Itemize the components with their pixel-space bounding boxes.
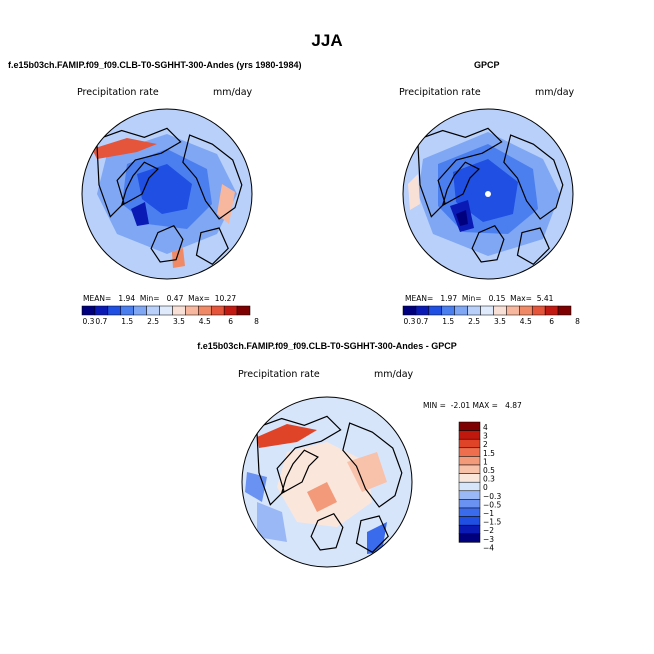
colorbar-tick-label: 0.7 (416, 317, 428, 326)
colorbar-cell (458, 430, 481, 440)
colorbar-tick-label: 8 (575, 317, 580, 326)
coastline (280, 449, 319, 495)
colorbar-tick-label: 8 (254, 317, 259, 326)
colorbar-tick-label: 0.7 (95, 317, 107, 326)
colorbar-cell (458, 499, 481, 509)
colorbar-tick-label: −2 (483, 526, 494, 535)
colorbar-tick-label: 1 (483, 457, 488, 466)
colorbar-cell (458, 438, 481, 449)
colorbar-tick-label: 4 (483, 423, 488, 432)
colorbar-tick-label: 3.5 (494, 317, 506, 326)
panel1-stats: MEAN= 1.94 Min= 0.47 Max= 10.27 (83, 294, 237, 303)
field-region (408, 174, 420, 210)
coastline (256, 415, 342, 506)
field-region (172, 248, 185, 268)
coastline (182, 134, 243, 220)
colorbar-tick-label: 2 (483, 440, 488, 449)
colorbar-tick-label: 6 (228, 317, 233, 326)
page-title: JJA (311, 31, 343, 50)
panel3-field-label: Precipitation rate (238, 369, 320, 380)
colorbar-tick-label: 4.5 (199, 317, 211, 326)
colorbar-tick-label: 2.5 (147, 317, 159, 326)
colorbar-tick-label: 1.5 (483, 449, 495, 458)
colorbar-cell (458, 447, 481, 457)
panel3-units: mm/day (374, 369, 414, 380)
coastline (150, 224, 184, 263)
field-region (347, 452, 387, 492)
coastline (310, 512, 344, 551)
colorbar-tick-label: −1 (483, 509, 494, 518)
coastline (120, 161, 159, 207)
colorbar-tick-label: 0.5 (483, 466, 495, 475)
colorbar-tick-label: 6 (549, 317, 554, 326)
field-region (92, 138, 157, 159)
colorbar-cell (557, 305, 572, 316)
colorbar-tick-label: −0.5 (483, 500, 501, 509)
colorbar-cell (458, 524, 481, 535)
coastline (342, 422, 403, 508)
coastline (96, 127, 182, 218)
colorbar-tick-label: 0 (483, 483, 488, 492)
panel1-units: mm/day (213, 87, 253, 98)
field-region (367, 522, 387, 554)
colorbar-cell (458, 507, 481, 517)
colorbar-cell (458, 464, 481, 474)
colorbar-cell (458, 456, 481, 466)
colorbar-tick-label: −4 (483, 543, 494, 552)
coastline (516, 227, 550, 266)
field-region (257, 424, 317, 448)
panel2-field-label: Precipitation rate (399, 87, 481, 98)
panel2-units: mm/day (535, 87, 575, 98)
panel1-field-label: Precipitation rate (77, 87, 159, 98)
coastline (195, 227, 229, 266)
map-border (241, 396, 413, 568)
coastline (471, 224, 505, 263)
colorbar-tick-label: −1.5 (483, 518, 501, 527)
colorbar-tick-label: 2.5 (468, 317, 480, 326)
coastline (503, 134, 564, 220)
colorbar-cell (458, 473, 481, 483)
panel1-subtitle: f.e15b03ch.FAMIP.f09_f09.CLB-T0-SGHHT-30… (8, 60, 302, 70)
colorbar-tick-label: 1.5 (121, 317, 133, 326)
colorbar-tick-label: 0.3 (82, 317, 94, 326)
panel2-subtitle: GPCP (474, 60, 500, 70)
map-border (81, 108, 253, 280)
colorbar-tick-label: 4.5 (520, 317, 532, 326)
field-region (217, 184, 235, 224)
panel3-stats: MIN = -2.01 MAX = 4.87 (423, 401, 522, 410)
field-region (307, 482, 337, 512)
colorbar-cell (458, 533, 481, 543)
colorbar-cell (458, 516, 481, 526)
colorbar-tick-label: −0.3 (483, 492, 501, 501)
pole-marker (485, 191, 491, 197)
colorbar-cell (458, 490, 481, 500)
colorbar-tick-label: 0.3 (483, 475, 495, 484)
panel2-stats: MEAN= 1.97 Min= 0.15 Max= 5.41 (405, 294, 554, 303)
colorbar-tick-label: 1.5 (442, 317, 454, 326)
colorbar-tick-label: 3 (483, 432, 488, 441)
field-region (131, 202, 149, 226)
map-border (402, 108, 574, 280)
coastline (355, 515, 389, 554)
colorbar-cell (458, 481, 481, 492)
field-region (257, 502, 287, 542)
field-region (456, 210, 468, 226)
colorbar-cell (458, 421, 481, 431)
colorbar-cell (236, 305, 251, 316)
coastline (441, 161, 480, 207)
coastline (417, 127, 503, 218)
colorbar-tick-label: 0.3 (403, 317, 415, 326)
colorbar-tick-label: −3 (483, 535, 494, 544)
colorbar-tick-label: 3.5 (173, 317, 185, 326)
panel3-subtitle: f.e15b03ch.FAMIP.f09_f09.CLB-T0-SGHHT-30… (197, 341, 457, 351)
